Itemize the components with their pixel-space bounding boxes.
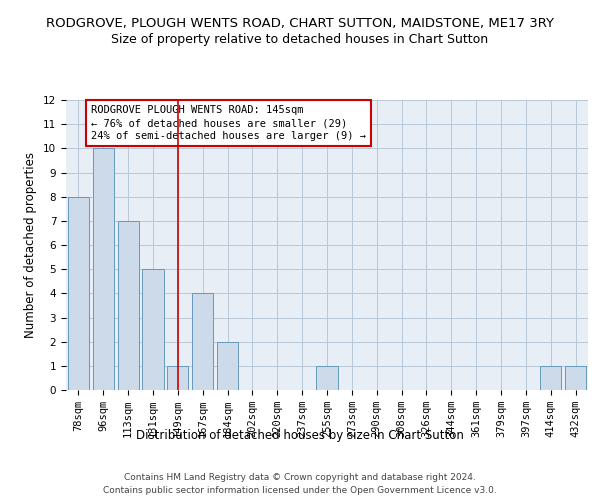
Bar	[68, 196, 89, 390]
Bar	[540, 366, 561, 390]
Bar	[142, 269, 164, 390]
Text: RODGROVE, PLOUGH WENTS ROAD, CHART SUTTON, MAIDSTONE, ME17 3RY: RODGROVE, PLOUGH WENTS ROAD, CHART SUTTO…	[46, 18, 554, 30]
Bar	[118, 221, 139, 390]
Text: Distribution of detached houses by size in Chart Sutton: Distribution of detached houses by size …	[136, 428, 464, 442]
Text: Contains HM Land Registry data © Crown copyright and database right 2024.
Contai: Contains HM Land Registry data © Crown c…	[103, 474, 497, 495]
Text: RODGROVE PLOUGH WENTS ROAD: 145sqm
← 76% of detached houses are smaller (29)
24%: RODGROVE PLOUGH WENTS ROAD: 145sqm ← 76%…	[91, 105, 366, 141]
Bar	[565, 366, 586, 390]
Bar	[167, 366, 188, 390]
Bar	[217, 342, 238, 390]
Bar	[93, 148, 114, 390]
Text: Size of property relative to detached houses in Chart Sutton: Size of property relative to detached ho…	[112, 32, 488, 46]
Bar	[316, 366, 338, 390]
Y-axis label: Number of detached properties: Number of detached properties	[25, 152, 37, 338]
Bar	[192, 294, 213, 390]
